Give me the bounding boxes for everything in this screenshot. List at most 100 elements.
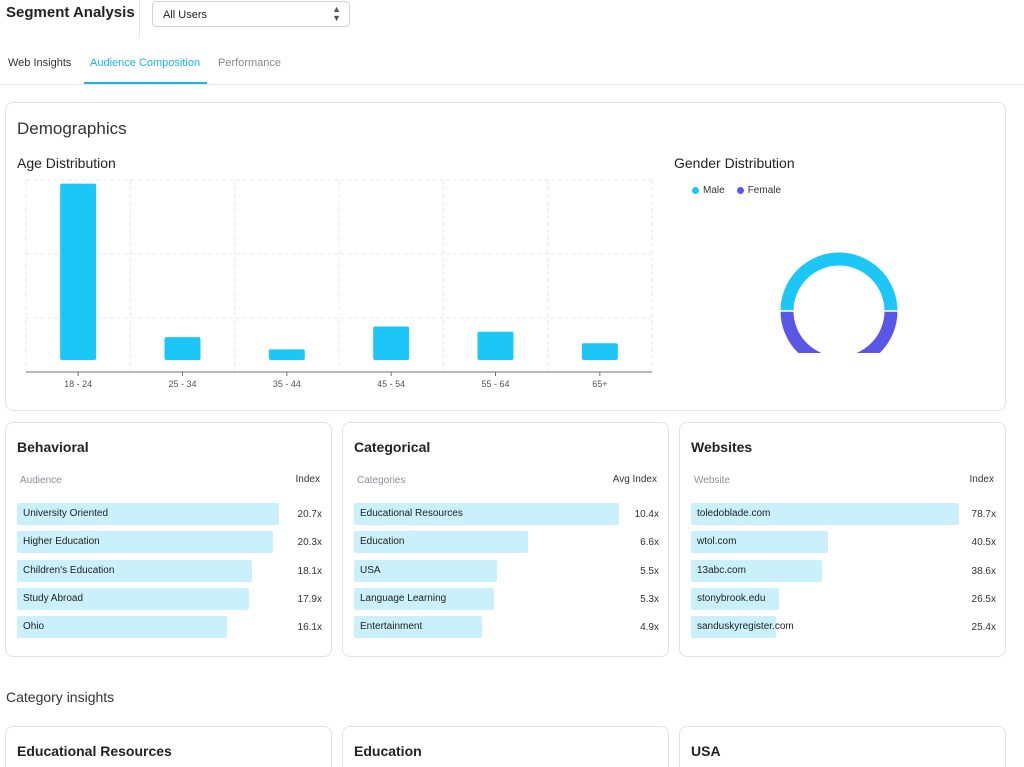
list-item[interactable]: Study Abroad 17.9x bbox=[17, 587, 322, 610]
list-item[interactable]: toledoblade.com 78.7x bbox=[691, 503, 996, 525]
legend-item-female[interactable]: Female bbox=[736, 185, 782, 196]
index-bar bbox=[17, 616, 228, 639]
list-item-value: 38.6x bbox=[971, 565, 996, 577]
list-item-label: 13abc.com bbox=[697, 564, 746, 576]
index-bar bbox=[691, 616, 777, 639]
list-item[interactable]: wtol.com 40.5x bbox=[691, 531, 996, 554]
legend-item-male[interactable]: Male bbox=[692, 185, 725, 196]
list-item[interactable]: Entertainment 4.9x bbox=[354, 616, 659, 639]
x-tick-label: 55 - 64 bbox=[481, 379, 509, 389]
gender-distribution-title: Gender Distribution bbox=[674, 155, 795, 171]
bar-18-24 bbox=[60, 183, 97, 360]
list-item-label: wtol.com bbox=[697, 536, 737, 548]
list-item-label: Ohio bbox=[23, 621, 45, 633]
tab-performance[interactable]: Performance bbox=[218, 57, 281, 69]
categorical-title: Categorical bbox=[354, 439, 431, 455]
title-divider bbox=[139, 0, 140, 38]
list-item-value: 40.5x bbox=[971, 537, 996, 549]
websites-col-index: Index bbox=[969, 474, 994, 485]
tab-web-insights[interactable]: Web Insights bbox=[8, 57, 72, 69]
index-bar bbox=[354, 616, 483, 639]
demographics-card: Demographics Age Distribution Gender Dis… bbox=[5, 102, 1006, 411]
female-dot-icon bbox=[736, 186, 744, 194]
list-item-label: Children's Education bbox=[23, 564, 115, 576]
list-item-value: 5.3x bbox=[640, 593, 659, 605]
gender-legend: Male Female bbox=[692, 185, 781, 196]
list-item-label: USA bbox=[360, 564, 381, 576]
x-tick-label: 25 - 34 bbox=[168, 379, 196, 389]
list-item[interactable]: sanduskyregister.com 25.4x bbox=[691, 616, 996, 639]
websites-title: Websites bbox=[691, 439, 753, 455]
gender-distribution-chart bbox=[779, 252, 899, 353]
segment-select-value: All Users bbox=[163, 9, 208, 21]
age-distribution-title: Age Distribution bbox=[17, 155, 116, 171]
chevron-updown-icon: ▲ ▼ bbox=[332, 4, 341, 23]
list-item-label: Educational Resources bbox=[360, 508, 463, 519]
list-item-label: Entertainment bbox=[360, 621, 423, 633]
bar-45-54 bbox=[373, 326, 410, 360]
legend-label-female: Female bbox=[747, 185, 782, 196]
list-item-label: toledoblade.com bbox=[697, 508, 771, 519]
list-item-label: Language Learning bbox=[360, 592, 447, 604]
list-item[interactable]: Higher Education 20.3x bbox=[17, 531, 322, 554]
index-bar bbox=[691, 559, 823, 582]
tab-audience-composition[interactable]: Audience Composition bbox=[84, 57, 207, 84]
insight-card-educational-resources[interactable]: Educational Resources bbox=[5, 726, 332, 767]
segment-select[interactable]: All Users ▲ ▼ bbox=[152, 1, 350, 27]
top-bar: Segment Analysis All Users ▲ ▼ bbox=[0, 0, 1024, 40]
list-item[interactable]: University Oriented 20.7x bbox=[17, 503, 322, 525]
slice-female[interactable] bbox=[780, 310, 898, 353]
index-bar bbox=[17, 559, 252, 582]
page-title: Segment Analysis bbox=[6, 4, 135, 21]
list-item[interactable]: Language Learning 5.3x bbox=[354, 587, 659, 610]
list-item-value: 78.7x bbox=[971, 509, 996, 520]
categorical-card: Categorical Categories Avg Index Educati… bbox=[342, 422, 669, 657]
x-tick-label: 45 - 54 bbox=[377, 379, 405, 389]
index-bar bbox=[354, 587, 495, 610]
list-item-value: 18.1x bbox=[297, 565, 322, 577]
slice-male[interactable] bbox=[780, 252, 898, 312]
x-tick-label: 65+ bbox=[592, 379, 607, 389]
insight-card-usa[interactable]: USA bbox=[679, 726, 1006, 767]
list-item[interactable]: 13abc.com 38.6x bbox=[691, 559, 996, 582]
list-item-value: 20.3x bbox=[297, 537, 322, 549]
list-item[interactable]: stonybrook.edu 26.5x bbox=[691, 587, 996, 610]
list-item[interactable]: USA 5.5x bbox=[354, 559, 659, 582]
bar-55-64 bbox=[477, 331, 514, 360]
list-item[interactable]: Children's Education 18.1x bbox=[17, 559, 322, 582]
list-item-label: stonybrook.edu bbox=[697, 592, 766, 604]
bar-65plus bbox=[581, 343, 618, 360]
index-bar bbox=[17, 587, 249, 610]
list-item-label: Education bbox=[360, 536, 405, 548]
index-bar bbox=[354, 531, 528, 554]
list-item[interactable]: Education 6.6x bbox=[354, 531, 659, 554]
tab-bar: Web Insights Audience Composition Perfor… bbox=[0, 50, 1024, 85]
demographics-title: Demographics bbox=[17, 119, 127, 138]
age-distribution-chart: 18 - 24 25 - 34 35 - 44 45 - 54 55 - 64 65+ bbox=[25, 179, 653, 389]
websites-card: Websites Website Index toledoblade.com 78… bbox=[679, 422, 1006, 657]
insight-card-title: Educational Resources bbox=[17, 743, 172, 759]
list-item-value: 4.9x bbox=[640, 622, 659, 634]
legend-label-male: Male bbox=[703, 185, 725, 196]
behavioral-card: Behavioral Audience Index University Ori… bbox=[5, 422, 332, 657]
list-item[interactable]: Educational Resources 10.4x bbox=[354, 503, 659, 525]
index-bar bbox=[17, 503, 280, 525]
index-bar bbox=[354, 503, 620, 525]
behavioral-col-audience: Audience bbox=[20, 475, 62, 486]
list-item-label: Higher Education bbox=[23, 536, 100, 548]
index-bar bbox=[17, 531, 274, 554]
list-item-value: 16.1x bbox=[297, 622, 322, 634]
insight-card-title: Education bbox=[354, 743, 422, 759]
insight-card-education[interactable]: Education bbox=[342, 726, 669, 767]
bar-35-44 bbox=[268, 349, 305, 360]
insight-card-title: USA bbox=[691, 743, 721, 759]
list-item-value: 20.7x bbox=[297, 509, 322, 520]
list-item-value: 17.9x bbox=[297, 593, 322, 605]
list-item[interactable]: Ohio 16.1x bbox=[17, 616, 322, 639]
websites-col-website: Website bbox=[694, 475, 730, 486]
list-item-label: University Oriented bbox=[23, 508, 109, 519]
list-item-value: 6.6x bbox=[640, 537, 659, 549]
categorical-col-categories: Categories bbox=[357, 475, 406, 486]
bar-25-34 bbox=[164, 337, 201, 360]
x-tick-label: 35 - 44 bbox=[273, 379, 301, 389]
